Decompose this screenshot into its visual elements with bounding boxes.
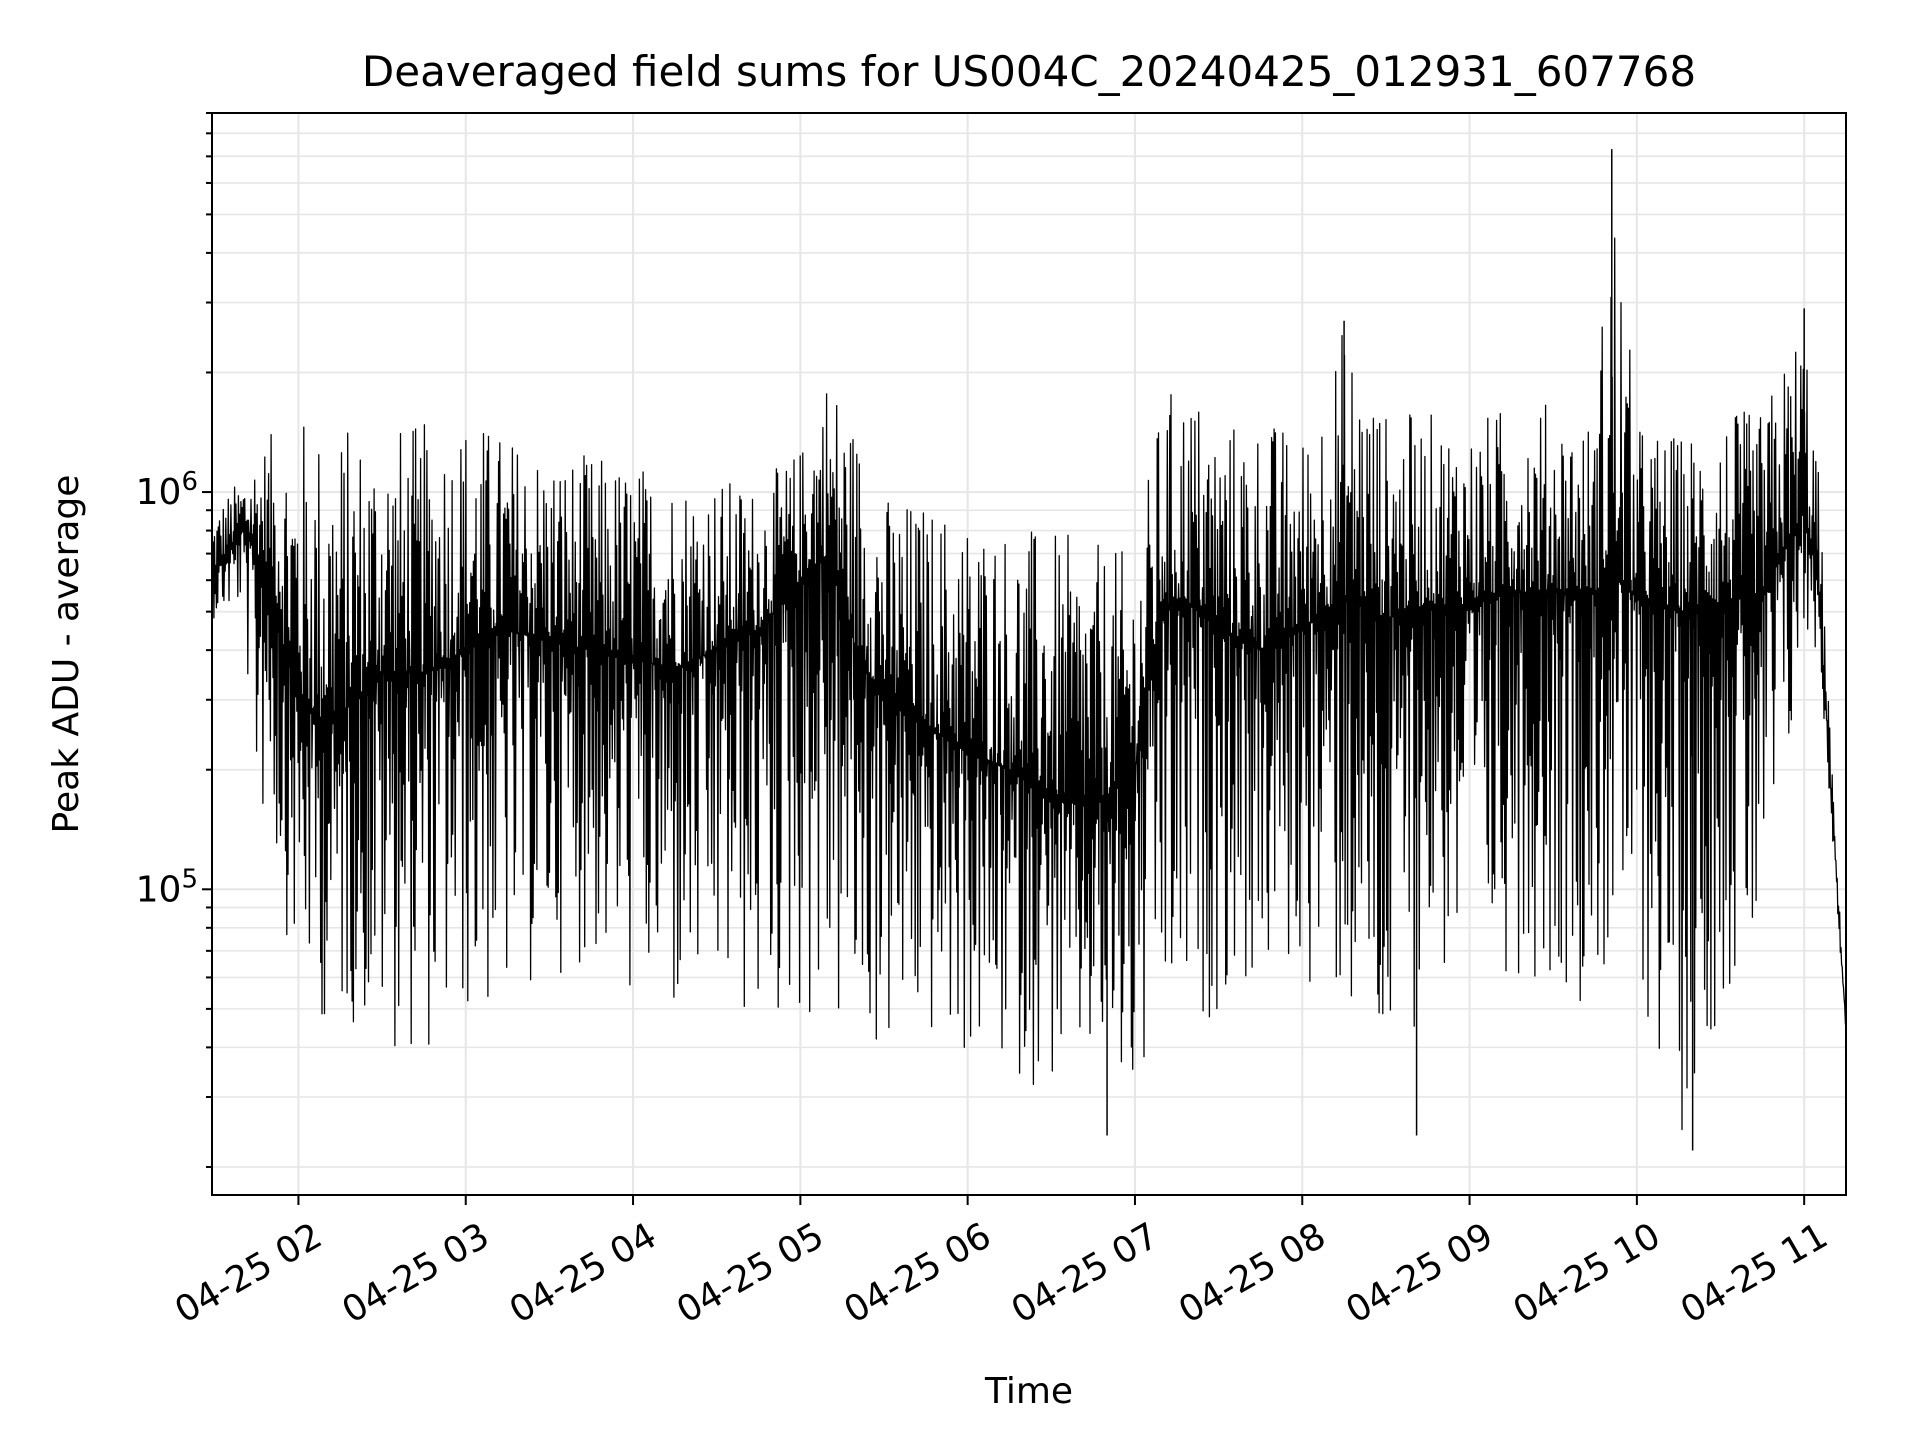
series-line: [211, 149, 1847, 1151]
y-tick-label: 106: [136, 467, 198, 513]
chart-title: Deaveraged field sums for US004C_2024042…: [362, 47, 1696, 96]
y-axis-label: Peak ADU - average: [46, 475, 87, 834]
y-tick-label: 105: [136, 864, 198, 910]
series-path: [211, 237, 1847, 1131]
plot-frame: [211, 112, 1847, 1196]
x-axis-label: Time: [984, 1371, 1073, 1412]
